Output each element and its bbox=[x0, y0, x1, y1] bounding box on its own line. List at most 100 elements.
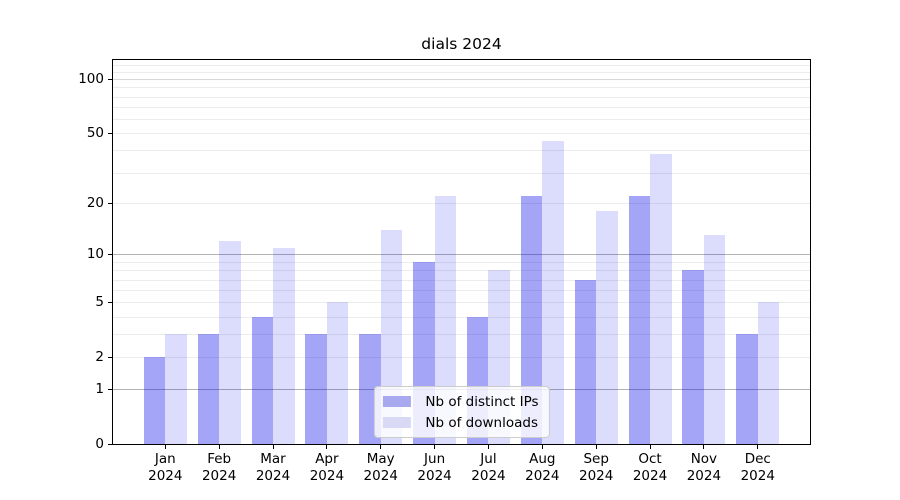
legend-item-distinct-ips: Nb of distinct IPs bbox=[382, 392, 539, 411]
gridline-minor bbox=[113, 302, 810, 304]
legend-label-distinct-ips: Nb of distinct IPs bbox=[425, 393, 539, 410]
x-tick-mark bbox=[380, 445, 382, 449]
y-tick-mark bbox=[108, 302, 112, 304]
bar-distinct-ips-sep bbox=[574, 279, 597, 444]
x-tick-month: Jun bbox=[424, 451, 446, 467]
x-tick-label-jun: Jun 2024 bbox=[393, 451, 477, 484]
x-tick-year: 2024 bbox=[471, 467, 506, 484]
x-tick-year: 2024 bbox=[309, 467, 345, 484]
bar-downloads-nov bbox=[703, 235, 726, 444]
bar-distinct-ips-apr bbox=[305, 334, 327, 444]
y-tick-label: 1 bbox=[95, 381, 104, 398]
bar-distinct-ips-nov bbox=[682, 270, 704, 444]
bar-distinct-ips-feb bbox=[197, 334, 220, 444]
gridline-minor bbox=[113, 279, 810, 281]
x-tick-label-oct: Oct 2024 bbox=[608, 451, 692, 484]
x-tick-label-dec: Dec 2024 bbox=[716, 451, 800, 484]
gridline-minor bbox=[113, 357, 810, 359]
y-tick-mark bbox=[108, 444, 112, 445]
legend: Nb of distinct IPs Nb of downloads bbox=[373, 386, 550, 438]
x-tick-mark bbox=[487, 445, 489, 449]
gridline-major bbox=[113, 254, 810, 256]
x-tick-year: 2024 bbox=[740, 467, 775, 484]
x-tick-month: Dec bbox=[744, 451, 771, 467]
x-tick-mark bbox=[218, 445, 220, 449]
x-tick-month: Sep bbox=[583, 451, 609, 467]
bar-downloads-feb bbox=[219, 241, 241, 444]
x-tick-month: Nov bbox=[690, 451, 718, 467]
x-tick-year: 2024 bbox=[686, 467, 722, 484]
gridline-minor bbox=[113, 290, 810, 292]
y-tick-mark bbox=[108, 357, 112, 359]
x-tick-label-mar: Mar 2024 bbox=[231, 451, 315, 484]
bar-downloads-mar bbox=[273, 247, 295, 444]
bar-distinct-ips-oct bbox=[628, 196, 651, 444]
x-tick-month: May bbox=[366, 451, 395, 467]
gridline-minor bbox=[113, 334, 810, 336]
x-tick-label-sep: Sep 2024 bbox=[554, 451, 638, 484]
x-tick-month: Aug bbox=[529, 451, 556, 467]
bar-downloads-aug bbox=[542, 141, 564, 444]
gridline-minor bbox=[113, 203, 810, 205]
x-tick-month: Feb bbox=[207, 451, 232, 467]
gridline-minor bbox=[113, 133, 810, 135]
legend-label-downloads: Nb of downloads bbox=[425, 414, 538, 431]
x-tick-year: 2024 bbox=[363, 467, 398, 484]
x-tick-mark bbox=[434, 445, 436, 449]
gridline-minor bbox=[113, 316, 810, 318]
bar-distinct-ips-jan bbox=[143, 357, 166, 444]
gridline-minor bbox=[113, 107, 810, 109]
bar-distinct-ips-mar bbox=[251, 316, 274, 444]
bar-distinct-ips-dec bbox=[736, 334, 758, 444]
x-tick-label-jul: Jul 2024 bbox=[446, 451, 530, 484]
legend-swatch-downloads bbox=[382, 417, 411, 428]
legend-item-downloads: Nb of downloads bbox=[382, 413, 538, 432]
gridline-minor bbox=[113, 71, 810, 73]
x-tick-year: 2024 bbox=[525, 467, 560, 484]
y-tick-label: 5 bbox=[95, 294, 104, 311]
bar-distinct-ips-aug bbox=[520, 196, 543, 444]
y-tick-label: 2 bbox=[95, 349, 104, 366]
chart-title: dials 2024 bbox=[421, 35, 502, 53]
x-tick-mark bbox=[649, 445, 651, 449]
plot-area: Nb of distinct IPs Nb of downloads bbox=[112, 59, 811, 445]
x-tick-mark bbox=[757, 445, 759, 449]
bar-downloads-apr bbox=[326, 302, 349, 444]
bar-downloads-dec bbox=[757, 302, 780, 444]
bar-downloads-oct bbox=[650, 154, 672, 444]
x-tick-year: 2024 bbox=[578, 467, 614, 484]
x-tick-year: 2024 bbox=[417, 467, 452, 484]
y-tick-label: 10 bbox=[86, 246, 104, 263]
x-tick-mark bbox=[703, 445, 705, 449]
gridline-minor bbox=[113, 87, 810, 89]
y-tick-mark bbox=[108, 389, 112, 391]
x-tick-mark bbox=[272, 445, 274, 449]
x-tick-mark bbox=[595, 445, 597, 449]
y-tick-label: 20 bbox=[86, 195, 104, 212]
x-tick-month: Jul bbox=[480, 451, 497, 467]
x-tick-label-aug: Aug 2024 bbox=[500, 451, 584, 484]
x-tick-month: Mar bbox=[260, 451, 286, 467]
x-tick-label-may: May 2024 bbox=[339, 451, 423, 484]
gridline-minor bbox=[113, 270, 810, 272]
x-tick-mark bbox=[326, 445, 328, 449]
y-tick-label: 100 bbox=[78, 71, 104, 88]
x-tick-year: 2024 bbox=[201, 467, 237, 484]
x-tick-label-jan: Jan 2024 bbox=[123, 451, 207, 484]
gridline-minor bbox=[113, 262, 810, 263]
legend-swatch-distinct-ips bbox=[382, 396, 411, 407]
x-tick-year: 2024 bbox=[255, 467, 291, 484]
y-tick-mark bbox=[108, 203, 112, 205]
x-tick-year: 2024 bbox=[632, 467, 668, 484]
x-tick-month: Oct bbox=[638, 451, 662, 467]
gridline-minor bbox=[113, 119, 810, 121]
x-tick-label-apr: Apr 2024 bbox=[285, 451, 369, 484]
bar-downloads-sep bbox=[596, 211, 618, 444]
y-tick-label: 50 bbox=[86, 125, 104, 142]
bar-downloads-jun bbox=[434, 196, 457, 444]
gridline-minor bbox=[113, 64, 810, 66]
x-tick-label-feb: Feb 2024 bbox=[177, 451, 261, 484]
bar-downloads-jan bbox=[165, 334, 187, 444]
gridline-minor bbox=[113, 150, 810, 152]
